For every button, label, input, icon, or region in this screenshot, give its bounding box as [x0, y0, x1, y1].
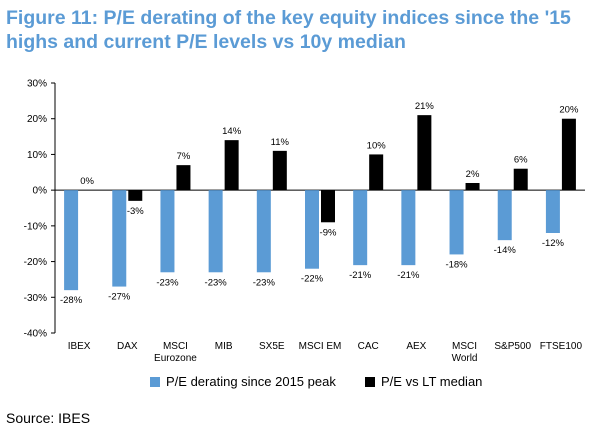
data-label-derating: -23% — [205, 277, 228, 288]
bar-lt-median — [465, 183, 480, 191]
bar-lt-median — [128, 190, 143, 201]
data-label-lt-median: 7% — [177, 151, 191, 162]
bar-derating — [545, 190, 560, 233]
y-tick-label: 10% — [27, 150, 47, 161]
bar-lt-median — [369, 154, 384, 191]
data-label-lt-median: -3% — [127, 206, 144, 217]
x-tick-label: DAX — [117, 341, 138, 352]
bar-derating — [497, 190, 512, 241]
legend-label-derating: P/E derating since 2015 peak — [166, 374, 336, 389]
bar-derating — [160, 190, 175, 273]
bar-derating — [449, 190, 464, 255]
bar-derating — [353, 190, 368, 266]
data-labels: -28% -27% -23% -23% -23% -22% -21% -21% -18% -14%… — [60, 101, 579, 306]
x-tick-label: MSCI EM — [299, 341, 342, 352]
data-label-derating: -23% — [253, 277, 276, 288]
y-tick-label: 0% — [33, 186, 48, 197]
legend-item-derating: P/E derating since 2015 peak — [150, 374, 336, 389]
bar-derating — [112, 190, 127, 287]
x-tick-label: MIB — [215, 341, 233, 352]
chart-title: Figure 11: P/E derating of the key equit… — [6, 7, 571, 53]
data-label-derating: -18% — [445, 259, 468, 270]
bar-lt-median — [561, 118, 576, 191]
y-tick-label: -20% — [24, 257, 47, 268]
y-tick-label: -40% — [24, 329, 47, 340]
bar-derating — [64, 190, 79, 291]
legend-label-lt-median: P/E vs LT median — [381, 374, 483, 389]
x-tick-label: MSCI — [452, 341, 477, 352]
bar-derating — [256, 190, 271, 273]
bar-derating — [401, 190, 416, 266]
data-label-lt-median: -9% — [320, 227, 337, 238]
x-tick-label: FTSE100 — [540, 341, 583, 352]
bar-lt-median — [513, 168, 528, 191]
y-tick-label: 30% — [27, 79, 47, 90]
x-tick-label: Eurozone — [154, 353, 197, 364]
bar-lt-median — [176, 165, 191, 191]
source-note: Source: IBES — [6, 410, 91, 426]
data-label-derating: -14% — [494, 245, 517, 256]
bar-lt-median — [417, 115, 432, 191]
y-tick-label: -10% — [24, 221, 47, 232]
data-label-derating: -21% — [349, 270, 372, 281]
data-label-lt-median: 20% — [559, 105, 579, 116]
bar-lt-median — [224, 140, 239, 191]
data-label-lt-median: 10% — [367, 140, 387, 151]
x-tick-label: IBEX — [68, 341, 91, 352]
x-tick-label: World — [452, 353, 478, 364]
x-tick-label: SX5E — [259, 341, 285, 352]
x-tick-label: S&P500 — [494, 341, 531, 352]
legend-swatch-derating — [150, 376, 160, 387]
bars — [64, 115, 576, 291]
x-tick-label: CAC — [358, 341, 379, 352]
bar-derating — [208, 190, 223, 273]
data-label-derating: -28% — [60, 295, 83, 306]
legend: P/E derating since 2015 peak P/E vs LT m… — [0, 374, 602, 392]
data-label-lt-median: 11% — [271, 137, 290, 148]
data-label-lt-median: 6% — [514, 155, 528, 166]
bar-derating — [305, 190, 319, 269]
data-label-derating: -27% — [108, 292, 131, 303]
data-label-derating: -22% — [301, 274, 324, 285]
legend-item-lt-median: P/E vs LT median — [365, 374, 482, 389]
axes: 30%20%10%0%-10%-20%-30%-40%IBEX DAX MSCIEu… — [24, 79, 585, 364]
x-tick-label: AEX — [406, 341, 426, 352]
bar-lt-median — [272, 150, 287, 191]
bar-lt-median — [321, 190, 335, 223]
y-tick-label: 20% — [27, 114, 47, 125]
data-label-lt-median: 21% — [415, 101, 435, 112]
x-tick-label: MSCI — [163, 341, 188, 352]
data-label-derating: -21% — [397, 270, 420, 281]
legend-swatch-lt-median — [365, 376, 375, 387]
data-label-lt-median: 14% — [222, 126, 242, 137]
data-label-lt-median: 2% — [466, 169, 480, 180]
data-label-derating: -23% — [156, 277, 179, 288]
data-label-lt-median: 0% — [80, 176, 94, 187]
y-tick-label: -30% — [24, 293, 47, 304]
data-label-derating: -12% — [542, 238, 565, 249]
bar-chart: 30%20%10%0%-10%-20%-30%-40%IBEX DAX MSCIEu… — [24, 79, 585, 364]
